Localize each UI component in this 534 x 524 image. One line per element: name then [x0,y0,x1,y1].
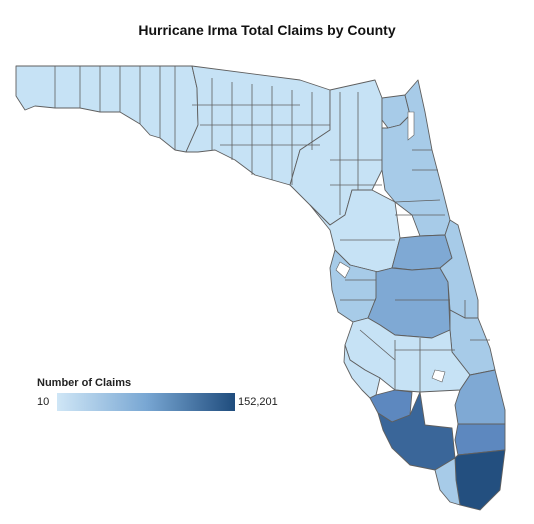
water-body [407,111,415,141]
water-body [335,261,351,279]
map-title: Hurricane Irma Total Claims by County [138,22,396,38]
water-body [431,369,446,383]
county-boundary-line [394,199,441,203]
county-region-orange [391,234,453,271]
county-region-miami-dade [454,449,506,511]
legend-color-bar [57,393,235,411]
county-region-panhandle [15,65,199,153]
county-region-palm-beach [454,369,506,425]
legend-title: Number of Claims [37,377,132,389]
legend-min-label: 10 [37,396,50,408]
county-boundary-line [359,329,396,361]
county-region-keys [434,457,461,506]
legend-max-label: 152,201 [238,396,278,408]
county-region-collier [377,391,456,471]
